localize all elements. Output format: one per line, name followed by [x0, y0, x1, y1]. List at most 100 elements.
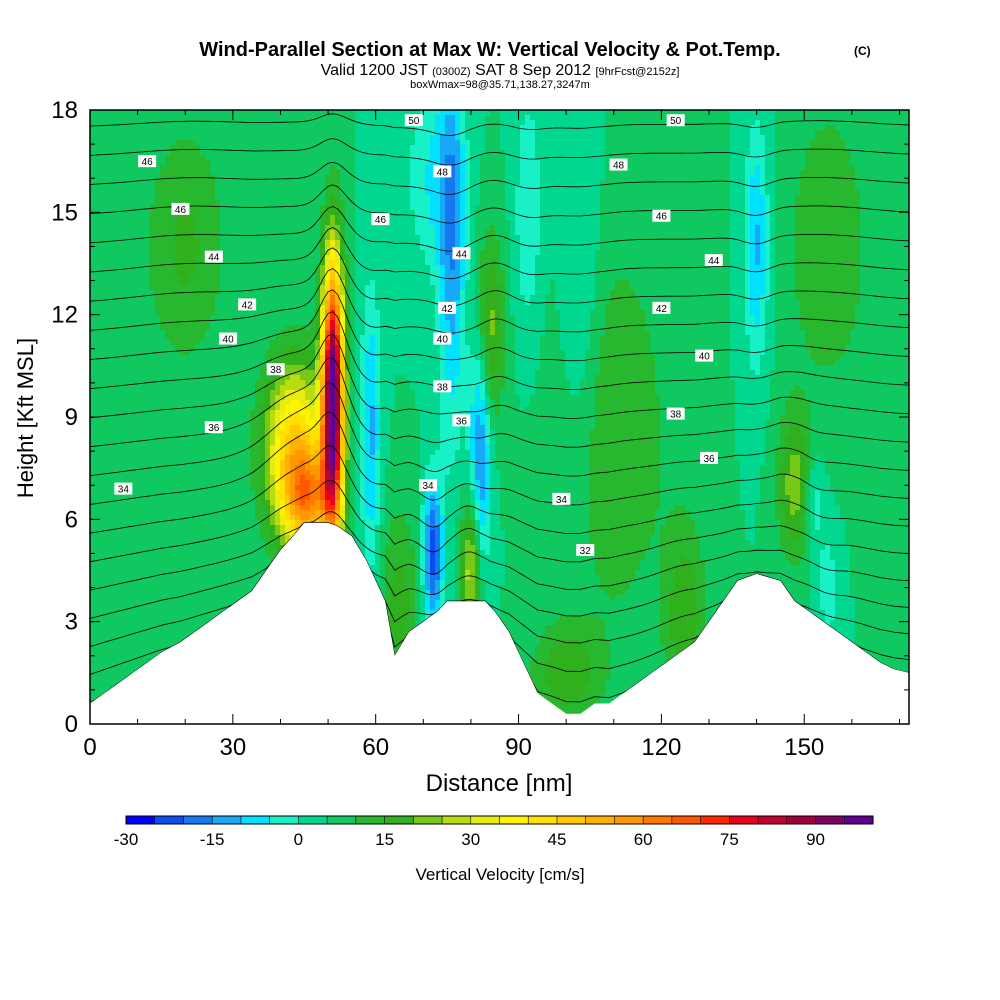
w-cell: [150, 370, 156, 376]
w-cell: [170, 495, 176, 501]
w-cell: [285, 455, 291, 461]
w-cell: [225, 300, 231, 306]
w-cell: [245, 370, 251, 376]
w-cell: [150, 190, 156, 196]
w-cell: [110, 430, 116, 436]
w-cell: [145, 340, 151, 346]
w-cell: [230, 585, 236, 591]
w-cell: [210, 340, 216, 346]
w-cell: [260, 210, 266, 216]
w-cell: [125, 240, 131, 246]
w-cell: [130, 520, 136, 526]
w-cell: [155, 225, 161, 231]
w-cell: [275, 135, 281, 141]
w-cell: [190, 150, 196, 156]
w-cell: [280, 340, 286, 346]
w-cell: [245, 140, 251, 146]
w-cell: [200, 190, 206, 196]
w-cell: [195, 115, 201, 121]
w-cell: [235, 420, 241, 426]
w-cell: [95, 630, 101, 636]
w-cell: [290, 115, 296, 121]
w-cell: [135, 150, 141, 156]
w-cell: [150, 310, 156, 316]
w-cell: [270, 520, 276, 526]
w-cell: [260, 475, 266, 481]
w-cell: [215, 520, 221, 526]
w-cell: [90, 295, 96, 301]
w-cell: [215, 165, 221, 171]
w-cell: [210, 325, 216, 331]
w-cell: [165, 240, 171, 246]
w-cell: [175, 385, 181, 391]
w-cell: [175, 530, 181, 536]
w-cell: [160, 590, 166, 596]
w-cell: [275, 500, 281, 506]
w-cell: [120, 570, 126, 576]
w-cell: [280, 200, 286, 206]
w-cell: [225, 295, 231, 301]
w-cell: [140, 435, 146, 441]
w-cell: [125, 600, 131, 606]
w-cell: [115, 465, 121, 471]
w-cell: [275, 270, 281, 276]
w-cell: [240, 335, 246, 341]
w-cell: [195, 415, 201, 421]
w-cell: [205, 350, 211, 356]
w-cell: [225, 265, 231, 271]
w-cell: [150, 405, 156, 411]
w-cell: [205, 365, 211, 371]
w-cell: [95, 235, 101, 241]
w-cell: [105, 620, 111, 626]
w-cell: [290, 270, 296, 276]
w-cell: [150, 235, 156, 241]
w-cell: [235, 110, 241, 116]
w-cell: [190, 285, 196, 291]
w-cell: [160, 460, 166, 466]
w-cell: [180, 435, 186, 441]
w-cell: [235, 355, 241, 361]
w-cell: [255, 275, 261, 281]
w-cell: [240, 110, 246, 116]
w-cell: [240, 400, 246, 406]
w-cell: [160, 605, 166, 611]
w-cell: [130, 145, 136, 151]
w-cell: [115, 335, 121, 341]
w-cell: [95, 570, 101, 576]
w-cell: [250, 505, 256, 511]
w-cell: [160, 560, 166, 566]
w-cell: [290, 250, 296, 256]
w-cell: [225, 215, 231, 221]
w-cell: [135, 385, 141, 391]
w-cell: [250, 515, 256, 521]
w-cell: [250, 180, 256, 186]
w-cell: [250, 545, 256, 551]
w-cell: [210, 595, 216, 601]
w-cell: [200, 615, 206, 621]
w-cell: [190, 185, 196, 191]
w-cell: [250, 565, 256, 571]
w-cell: [130, 190, 136, 196]
w-cell: [140, 145, 146, 151]
w-cell: [220, 520, 226, 526]
w-cell: [115, 505, 121, 511]
w-cell: [225, 190, 231, 196]
w-cell: [180, 300, 186, 306]
w-cell: [195, 225, 201, 231]
w-cell: [150, 555, 156, 561]
w-cell: [160, 615, 166, 621]
w-cell: [160, 350, 166, 356]
w-cell: [140, 370, 146, 376]
w-cell: [140, 280, 146, 286]
w-cell: [130, 500, 136, 506]
w-cell: [100, 250, 106, 256]
w-cell: [265, 135, 271, 141]
w-cell: [275, 460, 281, 466]
w-cell: [175, 540, 181, 546]
w-cell: [240, 540, 246, 546]
w-cell: [195, 535, 201, 541]
w-cell: [165, 610, 171, 616]
w-cell: [225, 450, 231, 456]
w-cell: [265, 495, 271, 501]
w-cell: [270, 340, 276, 346]
